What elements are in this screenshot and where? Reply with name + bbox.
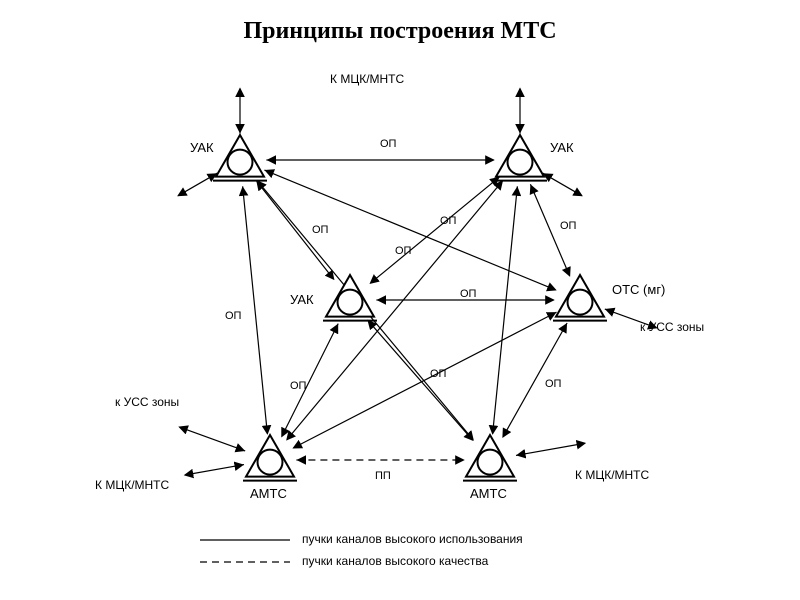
edge-label-3: ОП [560,220,576,232]
node-amts_r [466,435,514,477]
external-arrow-7 [516,443,585,455]
network-diagram: ОП ОП ОП ОП ОП ОП ОП ОП ОП ОП ПП К МЦК/МНТС к УСС зо… [0,60,800,600]
node-label-amts_l: АМТС [250,486,287,501]
external-label-4: к УСС зоны [640,320,704,334]
node-label-uak_c: УАК [290,292,314,307]
external-arrow-1 [178,173,217,196]
edge-label-9: ОП [545,378,561,390]
node-uak_tr [496,135,544,177]
external-label-7: К МЦК/МНТС [575,468,649,482]
page-title: Принципы построения МТС [0,0,800,45]
edge-uak_c-amts_r [367,320,472,440]
edge-label-1: ОП [312,224,328,236]
edge-uak_tr-amts_l [287,180,503,439]
node-label-amts_r: АМТС [470,486,507,501]
edge-uak_tl-ots [264,170,555,290]
node-label-uak_tr: УАК [550,140,574,155]
edge-label-5: ОП [460,288,476,300]
edge-label-14: ПП [375,470,391,482]
edge-uak_tr-uak_c [370,177,499,283]
node-uak_tl [216,135,264,177]
edge-label-4: ОП [395,245,411,257]
edge-uak_tr-amts_r [493,186,518,433]
external-label-0: К МЦК/МНТС [330,72,404,86]
external-arrow-6 [179,427,245,451]
edge-label-7: ОП [290,380,306,392]
node-ots [556,275,604,317]
external-label-6: К МЦК/МНТС [95,478,169,492]
node-label-uak_tl: УАК [190,140,214,155]
edge-label-0: ОП [380,138,396,150]
edge-label-6: ОП [225,310,241,322]
node-uak_c [326,275,374,317]
legend-text-0: пучки каналов высокого использования [302,532,523,546]
edge-label-8: ОП [430,368,446,380]
edge-uak_tl-amts_l [243,186,268,433]
edge-ots-amts_l [293,312,556,448]
edge-label-2: ОП [440,215,456,227]
legend-text-1: пучки каналов высокого качества [302,554,488,568]
external-label-5: к УСС зоны [115,395,179,409]
node-label-ots: ОТС (мг) [612,282,665,297]
external-arrow-3 [543,173,582,196]
node-amts_l [246,435,294,477]
external-arrow-5 [185,465,244,475]
